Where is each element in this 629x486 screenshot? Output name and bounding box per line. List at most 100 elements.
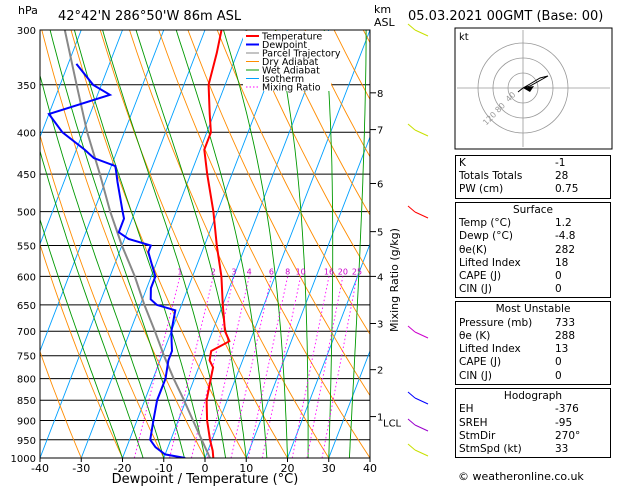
info-value: 0.75 [555,183,579,196]
x-tick-label: 20 [281,462,295,475]
wind-barb-flag [407,123,416,131]
dry-adiabat [40,133,165,458]
info-row: Dewp (°C) -4.8 [459,230,607,243]
info-row: Totals Totals 28 [459,170,607,183]
info-value: 13 [555,343,569,356]
wind-barb-flag [407,205,416,213]
wind-barb-flag [407,391,416,399]
hodograph-unit: kt [459,32,469,43]
mixing-ratio-line [133,276,181,458]
info-value: 270° [555,429,581,442]
axes: 3003504004505005506006507007508008509009… [11,26,402,475]
wind-barb-flag [407,23,416,31]
info-value: 733 [555,316,576,329]
x-tick-label: 40 [363,462,377,475]
isotherm [204,30,370,458]
pressure-tick-label: 900 [17,417,36,428]
info-row: EH -376 [459,403,607,416]
wet-adiabat [40,149,144,458]
mixing-ratio-label: 25 [352,267,362,276]
legend-entry: Isotherm [262,74,304,85]
mixing-ratio-labels: 1 2 3 4 6 8 10 16 20 25 [177,267,362,276]
legend-entry: Mixing Ratio [262,83,321,94]
wet-adiabat [274,30,309,458]
temperature-line [203,30,231,458]
wet-adiabat [49,30,185,458]
wind-barb-flag [407,325,416,333]
wet-adiabat [223,30,288,458]
info-row: K -1 [459,157,607,170]
hodograph-storm-marker [523,86,534,92]
info-row: Lifted Index 13 [459,343,607,356]
mixing-ratio-label: 6 [269,267,274,276]
info-value: 0 [555,269,562,282]
info-row: CAPE (J) 0 [459,356,607,369]
km-tick-label: 4 [377,272,383,283]
dry-adiabat [99,30,288,458]
pressure-tick-label: 300 [17,26,36,37]
info-row: CIN (J) 0 [459,283,607,296]
info-row: CIN (J) 0 [459,370,607,383]
pressure-tick-label: 1000 [11,454,36,465]
info-value: -376 [555,403,579,416]
wet-adiabat [40,218,123,458]
legend-entry: Wet Adiabat [262,66,320,77]
info-row: PW (cm) 0.75 [459,183,607,196]
x-tick-label: -40 [31,462,49,475]
info-row: Temp (°C) 1.2 [459,217,607,230]
profiles [47,30,231,458]
mixing-ratio-line [291,276,330,458]
info-key: CAPE (J) [459,356,502,369]
wind-barbs [407,23,429,457]
chart-datetime: 05.03.2021 00GMT (Base: 00) [408,9,603,24]
km-tick-label: 1 [377,413,383,424]
wet-adiabat [40,73,165,458]
dry-adiabat [187,30,370,397]
dry-adiabat [245,30,370,275]
info-value: 18 [555,256,569,269]
isotherm [163,30,330,458]
x-tick-label: 30 [322,462,336,475]
mixing-ratio-line [261,276,302,458]
info-row: Lifted Index 18 [459,257,607,270]
dry-adiabat [216,30,370,336]
info-row: StmDir 270° [459,430,607,443]
dry-adiabat [40,350,82,458]
info-key: Dewp (°C) [459,230,513,243]
info-key: PW (cm) [459,183,504,196]
info-key: EH [459,403,474,416]
wet-adiabat [348,30,367,458]
parcel-trajectory-line [63,30,211,458]
x-tick-label: 0 [202,462,209,475]
mixing-ratio-label: 4 [247,267,252,276]
km-tick-label: 5 [377,228,383,239]
basic-indices: K -1 Totals Totals 28 PW (cm) 0.75 [455,155,611,199]
info-key: θe(K) [459,243,487,256]
pressure-tick-label: 850 [17,396,36,407]
most-unstable-indices: Most Unstable Pressure (mb) 733 θe (K) 288 Li… [455,301,611,385]
indices-panel: K -1 Totals Totals 28 PW (cm) 0.75 Surface Tem… [455,155,611,461]
wind-barb-shaft [414,331,429,339]
dry-adiabat [275,30,370,216]
height-unit-asl: ASL [374,16,396,29]
station-location: 42°42'N 286°50'W 86m ASL [58,9,242,24]
info-value: -4.8 [555,230,576,243]
pressure-tick-label: 400 [17,128,36,139]
info-key: CIN (J) [459,283,492,296]
wind-barb-flag [407,443,416,451]
mixing-ratio-label: 1 [177,267,182,276]
pressure-tick-label: 450 [17,170,36,181]
pressure-tick-label: 550 [17,241,36,252]
isotherm [40,30,206,458]
info-key: Temp (°C) [459,217,512,230]
height-unit: km [374,3,391,16]
km-tick-label: 7 [377,126,383,137]
wind-barb-shaft [414,449,429,457]
legend-entry: Dewpoint [262,40,307,51]
dewpoint-line [47,63,186,458]
info-row: StmSpd (kt) 33 [459,443,607,456]
mixing-ratio-axis-label: Mixing Ratio (g/kg) [388,228,401,332]
pressure-tick-label: 700 [17,327,36,338]
